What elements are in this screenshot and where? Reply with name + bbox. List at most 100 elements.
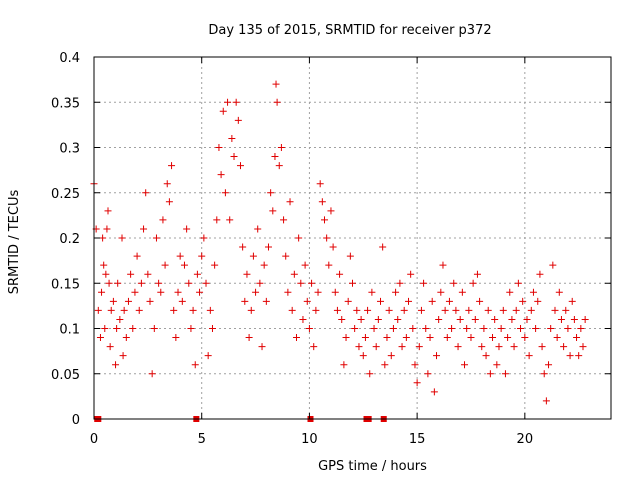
data-point — [342, 334, 350, 342]
data-point — [420, 279, 428, 287]
data-point — [140, 225, 148, 233]
data-point — [473, 270, 481, 278]
data-point — [540, 370, 548, 378]
data-point — [346, 252, 354, 260]
data-point — [159, 216, 167, 224]
data-point — [409, 325, 417, 332]
data-point — [286, 198, 294, 206]
data-point — [155, 279, 163, 287]
data-point — [172, 334, 180, 342]
data-point — [478, 343, 486, 351]
data-point — [264, 243, 272, 251]
data-point — [383, 334, 391, 342]
x-tick-label: 0 — [90, 432, 98, 447]
data-point — [573, 334, 581, 342]
data-point — [549, 261, 557, 269]
y-tick-label: 0.05 — [51, 368, 80, 383]
data-point — [98, 288, 106, 296]
data-point — [338, 315, 346, 323]
data-point — [247, 306, 255, 314]
data-point — [480, 325, 488, 332]
data-point — [305, 325, 313, 332]
data-point — [174, 288, 182, 296]
data-point — [374, 315, 382, 323]
data-point — [553, 334, 561, 342]
data-point — [497, 325, 505, 332]
data-point — [256, 279, 264, 287]
data-point — [200, 234, 208, 242]
data-point — [301, 261, 309, 269]
data-point — [191, 361, 199, 369]
chart-title: Day 135 of 2015, SRMTID for receiver p37… — [208, 23, 491, 38]
data-point — [180, 261, 188, 269]
data-point — [243, 270, 251, 278]
data-point — [100, 261, 108, 269]
data-point — [226, 216, 234, 224]
axis-ticks — [93, 56, 611, 420]
data-point — [392, 288, 400, 296]
data-point — [355, 343, 363, 351]
data-point — [299, 315, 307, 323]
y-tick-label: 0.4 — [59, 51, 80, 66]
data-point — [318, 198, 326, 206]
data-point — [426, 334, 434, 342]
data-point — [389, 325, 397, 332]
data-point — [439, 261, 447, 269]
data-point — [407, 270, 415, 278]
data-point — [178, 297, 186, 305]
data-point — [428, 297, 436, 305]
data-point — [273, 98, 281, 106]
data-point — [252, 288, 260, 296]
data-point — [532, 325, 540, 332]
data-point — [333, 306, 341, 314]
data-point — [269, 207, 277, 215]
data-point — [340, 361, 348, 369]
data-point — [493, 361, 501, 369]
data-point — [398, 343, 406, 351]
data-point — [133, 252, 141, 260]
data-point — [331, 288, 339, 296]
data-point — [562, 306, 570, 314]
data-point — [424, 370, 432, 378]
data-point — [523, 315, 531, 323]
data-point — [575, 352, 583, 360]
y-tick-label: 0.25 — [51, 187, 80, 202]
data-point — [267, 189, 275, 197]
data-point — [506, 288, 514, 296]
data-point — [566, 352, 574, 360]
data-point — [501, 370, 509, 378]
data-point — [185, 279, 193, 287]
data-point — [157, 288, 165, 296]
y-tick-label: 0.15 — [51, 277, 80, 292]
data-point — [131, 288, 139, 296]
data-point — [564, 325, 572, 332]
data-point — [109, 297, 117, 305]
data-point — [463, 325, 471, 332]
data-point — [275, 162, 283, 170]
data-point — [163, 180, 171, 188]
data-point — [312, 306, 320, 314]
data-point — [525, 352, 533, 360]
data-point — [372, 343, 380, 351]
data-point — [150, 325, 158, 332]
data-point — [381, 361, 389, 369]
data-point — [536, 270, 544, 278]
data-point — [320, 216, 328, 224]
data-point — [104, 207, 112, 215]
data-point — [437, 288, 445, 296]
data-point — [105, 279, 113, 287]
data-point — [353, 306, 361, 314]
data-point — [236, 162, 244, 170]
data-point — [142, 189, 150, 197]
data-point — [370, 325, 378, 332]
data-point — [219, 107, 227, 115]
data-point — [106, 343, 114, 351]
data-point — [443, 334, 451, 342]
data-point — [461, 361, 469, 369]
data-point — [458, 288, 466, 296]
data-point — [112, 361, 120, 369]
data-point — [329, 243, 337, 251]
data-point — [183, 225, 191, 233]
data-point — [129, 325, 137, 332]
